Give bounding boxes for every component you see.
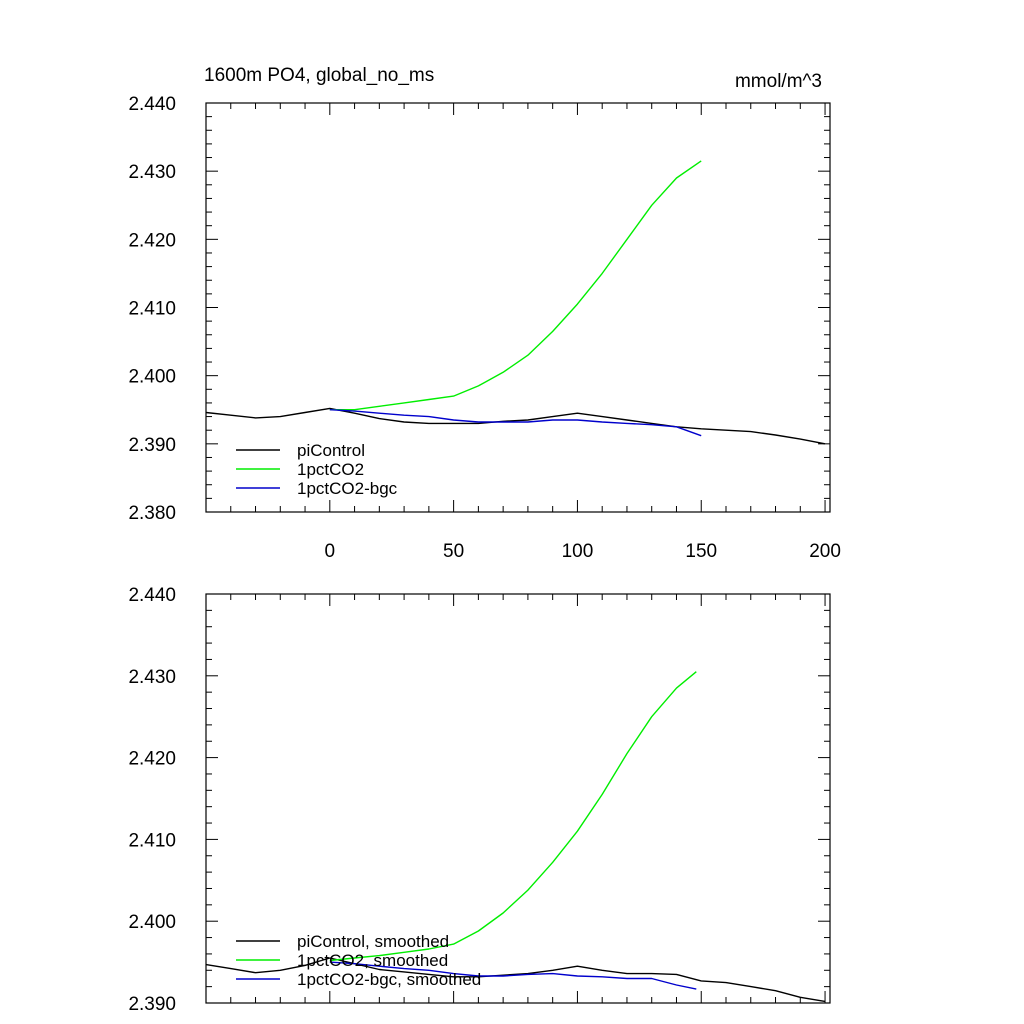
series-line-2: [329, 409, 702, 437]
y-tick-label: 2.440: [128, 585, 176, 606]
legend-entry: 1pctCO2, smoothed: [297, 951, 448, 970]
y-tick-label: 2.410: [128, 830, 176, 851]
legend-entry: piControl, smoothed: [297, 932, 449, 951]
bottom-panel: 2.390 2.400 2.410 2.420 2.430 2.440 piControl,…: [128, 585, 831, 1015]
y-tick-label: 2.430: [128, 667, 176, 688]
x-tick-label: 50: [443, 541, 464, 562]
series-line-2: [329, 961, 697, 990]
x-tick-label: 100: [562, 541, 594, 562]
legend-entry: 1pctCO2-bgc, smoothed: [297, 970, 481, 989]
legend-entry: 1pctCO2: [297, 460, 364, 479]
x-tick-label: 200: [809, 541, 841, 562]
y-tick-label: 2.400: [128, 367, 176, 388]
series-line-1: [329, 160, 702, 411]
series-line-0: [205, 407, 826, 445]
y-tick-label: 2.390: [128, 435, 176, 456]
legend-entry: piControl: [297, 441, 365, 460]
y-tick-label: 2.440: [128, 94, 176, 115]
y-tick-label: 2.400: [128, 912, 176, 933]
x-tick-label: 150: [685, 541, 717, 562]
series-line-0: [205, 957, 826, 1003]
y-tick-label: 2.410: [128, 299, 176, 320]
plot-frame: [205, 593, 831, 1004]
top-panel: 2.380 2.390 2.400 2.410 2.420 2.430 2.440 0 50 10…: [128, 65, 840, 562]
series-line-1: [329, 671, 697, 962]
x-tick-label: 0: [325, 541, 336, 562]
y-tick-label: 2.430: [128, 162, 176, 183]
chart-title: 1600m PO4, global_no_ms: [204, 65, 434, 86]
y-tick-label: 2.380: [128, 503, 176, 524]
y-tick-label: 2.420: [128, 230, 176, 251]
y-tick-label: 2.390: [128, 994, 176, 1015]
y-tick-label: 2.420: [128, 749, 176, 770]
units-label: mmol/m^3: [735, 71, 822, 92]
legend-entry: 1pctCO2-bgc: [297, 479, 398, 498]
